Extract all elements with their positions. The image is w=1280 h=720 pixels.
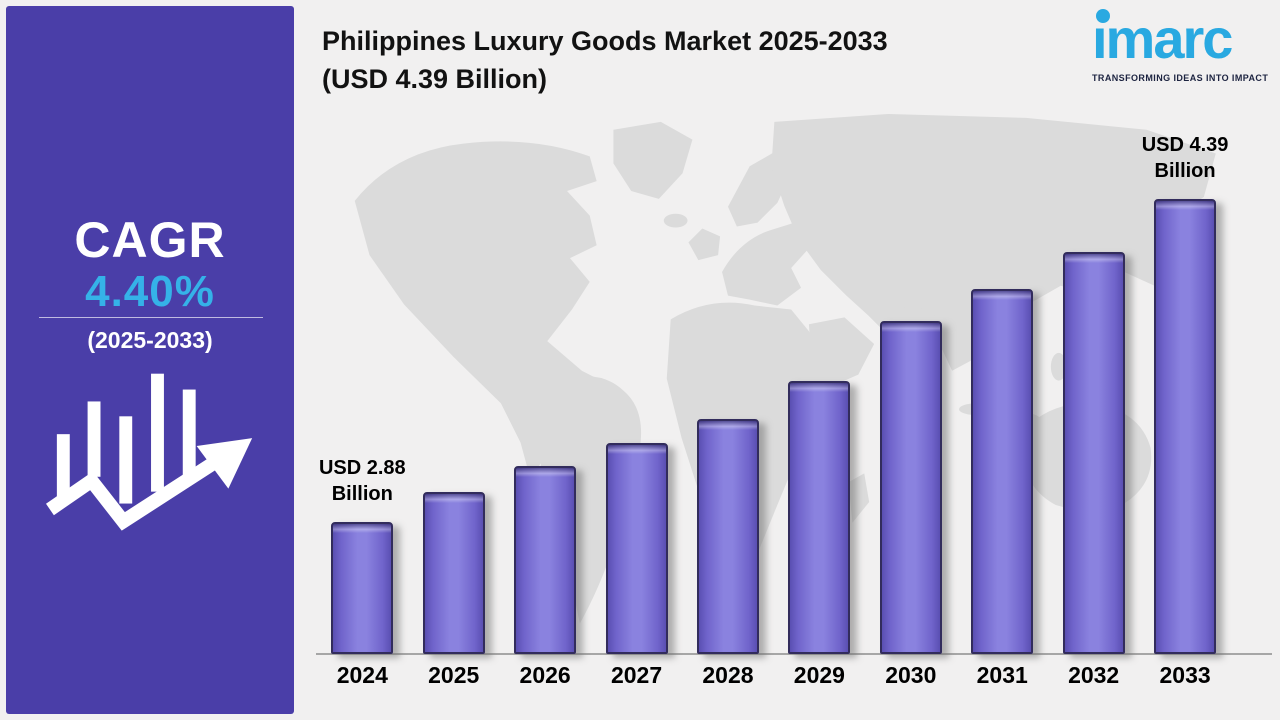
cagr-value: 4.40% [85, 267, 215, 316]
bar-2026 [514, 466, 577, 654]
chart-title: Philippines Luxury Goods Market 2025-203… [322, 22, 982, 98]
bar-2025 [422, 492, 485, 654]
x-tick-label-2027: 2027 [610, 662, 663, 688]
value-callout-2024: USD 2.88 Billion [318, 457, 406, 505]
cagr-label: CAGR [74, 212, 226, 268]
x-tick-label-2025: 2025 [428, 662, 480, 688]
x-tick-label-2031: 2031 [976, 662, 1028, 688]
bar-chart-trend-arrow-icon [45, 373, 253, 531]
bar-2024 [331, 522, 394, 654]
bar-2028 [696, 419, 759, 654]
logo-i-dot-icon [1096, 9, 1110, 23]
x-tick-label-2029: 2029 [793, 662, 845, 688]
bar-2032 [1062, 252, 1125, 654]
x-tick-label-2026: 2026 [519, 662, 571, 688]
imarc-logo: ımarc TRANSFORMING IDEAS INTO IMPACT [1092, 8, 1269, 84]
bar-2027 [605, 442, 668, 654]
imarc-wordmark: ımarc [1092, 8, 1268, 70]
cagr-sidebar: CAGR 4.40% (2025-2033) [6, 6, 294, 714]
logo-tagline: TRANSFORMING IDEAS INTO IMPACT [1092, 73, 1269, 83]
chart-title-line2: (USD 4.39 Billion) [322, 64, 548, 94]
bar-2029 [788, 380, 851, 654]
chart-title-line1: Philippines Luxury Goods Market 2025-203… [322, 26, 888, 56]
x-axis-line [316, 653, 1272, 655]
value-callout-2033: USD 4.39 Billion [1141, 134, 1229, 182]
x-tick-label-2032: 2032 [1068, 662, 1120, 688]
bar-2033 [1154, 199, 1217, 654]
bar-2031 [971, 288, 1034, 654]
x-tick-label-2028: 2028 [702, 662, 754, 688]
logo-text: ımarc [1092, 7, 1233, 70]
bar-2030 [879, 320, 942, 654]
x-tick-label-2033: 2033 [1159, 662, 1211, 688]
cagr-period: (2025-2033) [87, 327, 213, 353]
cagr-divider [39, 317, 263, 318]
x-tick-label-2024: 2024 [336, 662, 388, 688]
x-tick-label-2030: 2030 [885, 662, 937, 688]
